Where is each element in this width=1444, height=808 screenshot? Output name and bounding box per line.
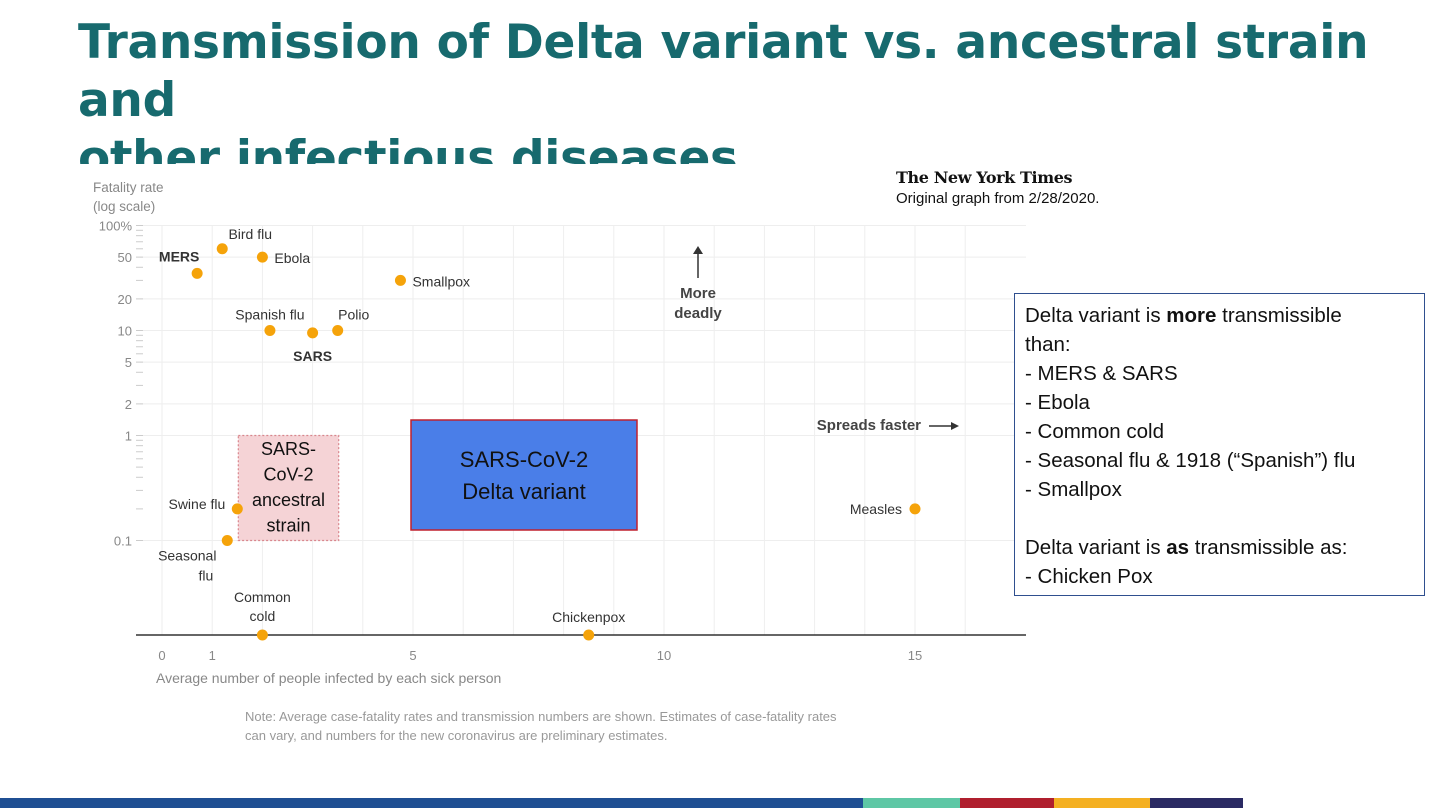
y-tick-label: 50 — [118, 250, 132, 265]
point-label: Common — [234, 589, 291, 605]
more-transmissible-intro: Delta variant is more transmissible — [1025, 304, 1342, 327]
more-deadly-label: deadly — [674, 305, 722, 322]
data-point — [221, 535, 233, 546]
point-label: Polio — [338, 307, 369, 323]
point-label: Chickenpox — [552, 609, 625, 625]
point-label: MERS — [159, 248, 199, 264]
point-label: Ebola — [274, 250, 310, 266]
slide-title: Transmission of Delta variant vs. ancest… — [78, 14, 1408, 188]
x-tick-label: 0 — [158, 648, 165, 663]
data-point — [216, 243, 228, 255]
source-caption: Original graph from 2/28/2020. — [896, 190, 1100, 207]
data-point — [191, 267, 203, 279]
y-tick-label: 100% — [99, 219, 133, 234]
list-item: - Smallpox — [1025, 478, 1122, 501]
more-transmissible-than: than: — [1025, 333, 1071, 356]
point-label: Seasonal — [158, 548, 216, 564]
ancestral-strain-box — [237, 434, 340, 542]
x-axis-title: Average number of people infected by eac… — [156, 670, 501, 686]
more-deadly-arrowhead — [693, 246, 703, 254]
chart-note: Note: Average case-fatality rates and tr… — [245, 709, 837, 724]
ancestral-strain-label: ancestral — [252, 490, 325, 510]
more-deadly-label: More — [680, 285, 716, 302]
footer-color-segment — [1150, 798, 1243, 808]
ancestral-strain-label: SARS- — [261, 439, 316, 459]
footer-color-bar — [0, 798, 1444, 808]
more-transmissible-list: - MERS & SARS - Ebola - Common cold - Se… — [1025, 359, 1414, 504]
chart-note: can vary, and numbers for the new corona… — [245, 728, 667, 743]
y-axis-title: Fatality rate — [93, 180, 164, 195]
point-label: cold — [250, 608, 276, 624]
x-tick-label: 10 — [657, 648, 671, 663]
list-item: - Seasonal flu & 1918 (“Spanish”) flu — [1025, 449, 1356, 472]
as-transmissible-item: - Chicken Pox — [1025, 565, 1153, 588]
y-tick-label: 0.1 — [114, 534, 132, 549]
point-label: Measles — [850, 501, 902, 517]
list-item: - Ebola — [1025, 391, 1090, 414]
footer-color-segment — [960, 798, 1054, 808]
point-label: Smallpox — [412, 273, 470, 289]
ancestral-strain-label: CoV-2 — [263, 465, 313, 485]
data-point — [231, 503, 243, 515]
list-item: - Common cold — [1025, 420, 1164, 443]
footer-color-segment — [0, 798, 863, 808]
delta-variant-box — [410, 419, 638, 531]
y-tick-label: 2 — [125, 397, 132, 412]
footer-color-segment — [863, 798, 960, 808]
data-point — [332, 325, 344, 336]
footer-color-segment — [1054, 798, 1150, 808]
list-item: - MERS & SARS — [1025, 362, 1178, 385]
info-box: Delta variant is more transmissible than… — [1014, 293, 1425, 596]
data-point — [256, 629, 268, 641]
data-point — [256, 251, 268, 263]
data-point — [394, 274, 406, 286]
spreads-faster-arrowhead — [951, 422, 959, 430]
spreads-faster-label: Spreads faster — [817, 417, 921, 434]
delta-variant-label: SARS-CoV-2 — [460, 447, 588, 472]
slide-title-line-1: Transmission of Delta variant vs. ancest… — [78, 15, 1369, 128]
point-label: SARS — [293, 348, 332, 364]
data-point — [264, 325, 276, 336]
point-label: Bird flu — [228, 226, 272, 242]
y-tick-label: 10 — [118, 324, 132, 339]
footer-color-segment — [1243, 798, 1444, 808]
x-tick-label: 5 — [409, 648, 416, 663]
delta-variant-label: Delta variant — [462, 479, 586, 504]
ancestral-strain-label: strain — [266, 516, 310, 536]
data-point — [909, 503, 921, 515]
y-axis-title: (log scale) — [93, 199, 155, 214]
as-transmissible-intro: Delta variant is as transmissible as: — [1025, 536, 1348, 559]
x-tick-label: 1 — [209, 648, 216, 663]
point-label: Spanish flu — [235, 307, 304, 323]
nyt-logo: The New York Times — [896, 168, 1073, 187]
point-label: flu — [198, 568, 213, 584]
x-tick-label: 15 — [908, 648, 922, 663]
data-point — [307, 327, 319, 339]
data-point — [583, 629, 595, 641]
point-label: Swine flu — [168, 496, 225, 512]
y-tick-label: 1 — [125, 429, 132, 444]
y-tick-label: 20 — [118, 292, 132, 307]
source-credit: The New York Times Original graph from 2… — [896, 168, 1099, 207]
y-tick-label: 5 — [125, 355, 132, 370]
